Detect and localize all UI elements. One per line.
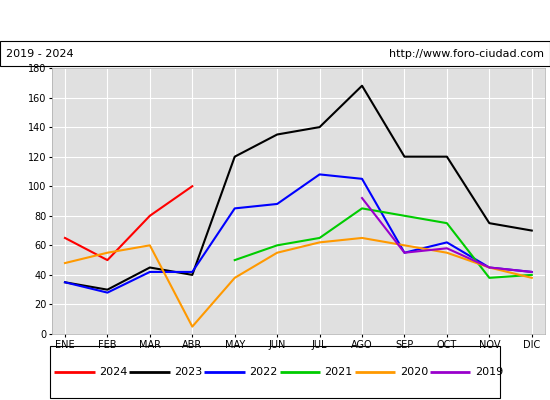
Text: 2021: 2021 bbox=[324, 367, 353, 377]
Text: http://www.foro-ciudad.com: http://www.foro-ciudad.com bbox=[389, 49, 544, 59]
Text: 2022: 2022 bbox=[250, 367, 278, 377]
Text: 2024: 2024 bbox=[99, 367, 128, 377]
Text: 2019: 2019 bbox=[475, 367, 503, 377]
Text: 2020: 2020 bbox=[400, 367, 428, 377]
Text: Evolucion Nº Turistas Extranjeros en el municipio de Viguera: Evolucion Nº Turistas Extranjeros en el … bbox=[65, 14, 485, 28]
Text: 2019 - 2024: 2019 - 2024 bbox=[6, 49, 73, 59]
Text: 2023: 2023 bbox=[174, 367, 202, 377]
